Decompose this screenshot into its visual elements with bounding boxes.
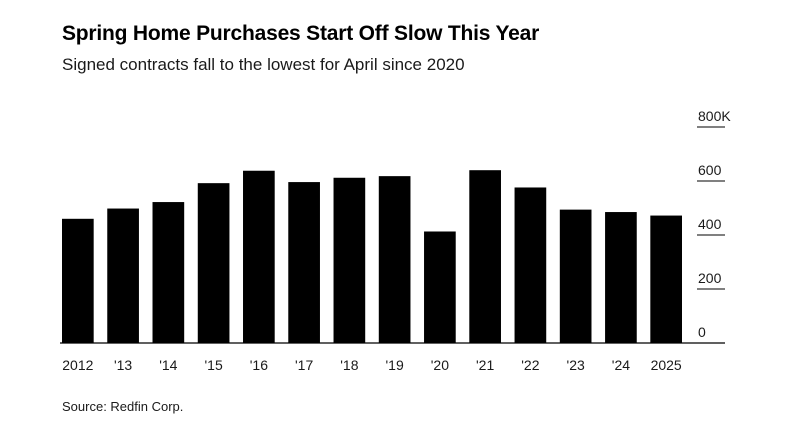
bar-17 bbox=[288, 182, 320, 343]
bar-15 bbox=[197, 183, 230, 343]
y-tick-label: 800K bbox=[698, 108, 731, 124]
bar-21 bbox=[469, 170, 501, 343]
x-tick-label: '17 bbox=[295, 357, 313, 373]
source-note: Source: Redfin Corp. bbox=[62, 399, 184, 414]
x-tick-label: '20 bbox=[431, 357, 449, 373]
bar-23 bbox=[559, 209, 592, 343]
y-tick-label: 0 bbox=[698, 324, 706, 340]
y-tick-label: 200 bbox=[698, 270, 722, 286]
x-tick-label: '16 bbox=[250, 357, 268, 373]
bar-20 bbox=[424, 231, 456, 343]
x-tick-label: '21 bbox=[476, 357, 494, 373]
x-tick-label: '24 bbox=[612, 357, 630, 373]
bar-14 bbox=[152, 202, 185, 343]
bar-18 bbox=[333, 177, 366, 343]
x-axis-labels: 2012 '13 '14 '15 '16 '17 '18 '19 '20 '21 '22 '23 '24… bbox=[62, 357, 682, 373]
x-tick-label: '19 bbox=[386, 357, 404, 373]
x-tick-label: '23 bbox=[567, 357, 585, 373]
chart-subtitle: Signed contracts fall to the lowest for … bbox=[62, 55, 465, 74]
bar-2012 bbox=[62, 218, 94, 343]
x-tick-label: 2012 bbox=[62, 357, 93, 373]
x-tick-label: '22 bbox=[521, 357, 539, 373]
bar-22 bbox=[514, 187, 547, 343]
bar-13 bbox=[107, 208, 139, 343]
bars-group bbox=[62, 170, 682, 343]
x-tick-label: '14 bbox=[159, 357, 177, 373]
y-tick-label: 400 bbox=[698, 216, 722, 232]
x-tick-label: '18 bbox=[340, 357, 358, 373]
bar-16 bbox=[243, 170, 275, 343]
y-axis-ticks: 0 200 400 600 800K bbox=[697, 108, 731, 340]
chart-title: Spring Home Purchases Start Off Slow Thi… bbox=[62, 22, 540, 45]
x-tick-label: '13 bbox=[114, 357, 132, 373]
bar-24 bbox=[605, 212, 637, 343]
y-tick-label: 600 bbox=[698, 162, 722, 178]
x-tick-label: 2025 bbox=[651, 357, 682, 373]
x-tick-label: '15 bbox=[204, 357, 222, 373]
bar-2025 bbox=[650, 215, 682, 343]
bar-19 bbox=[378, 176, 411, 343]
